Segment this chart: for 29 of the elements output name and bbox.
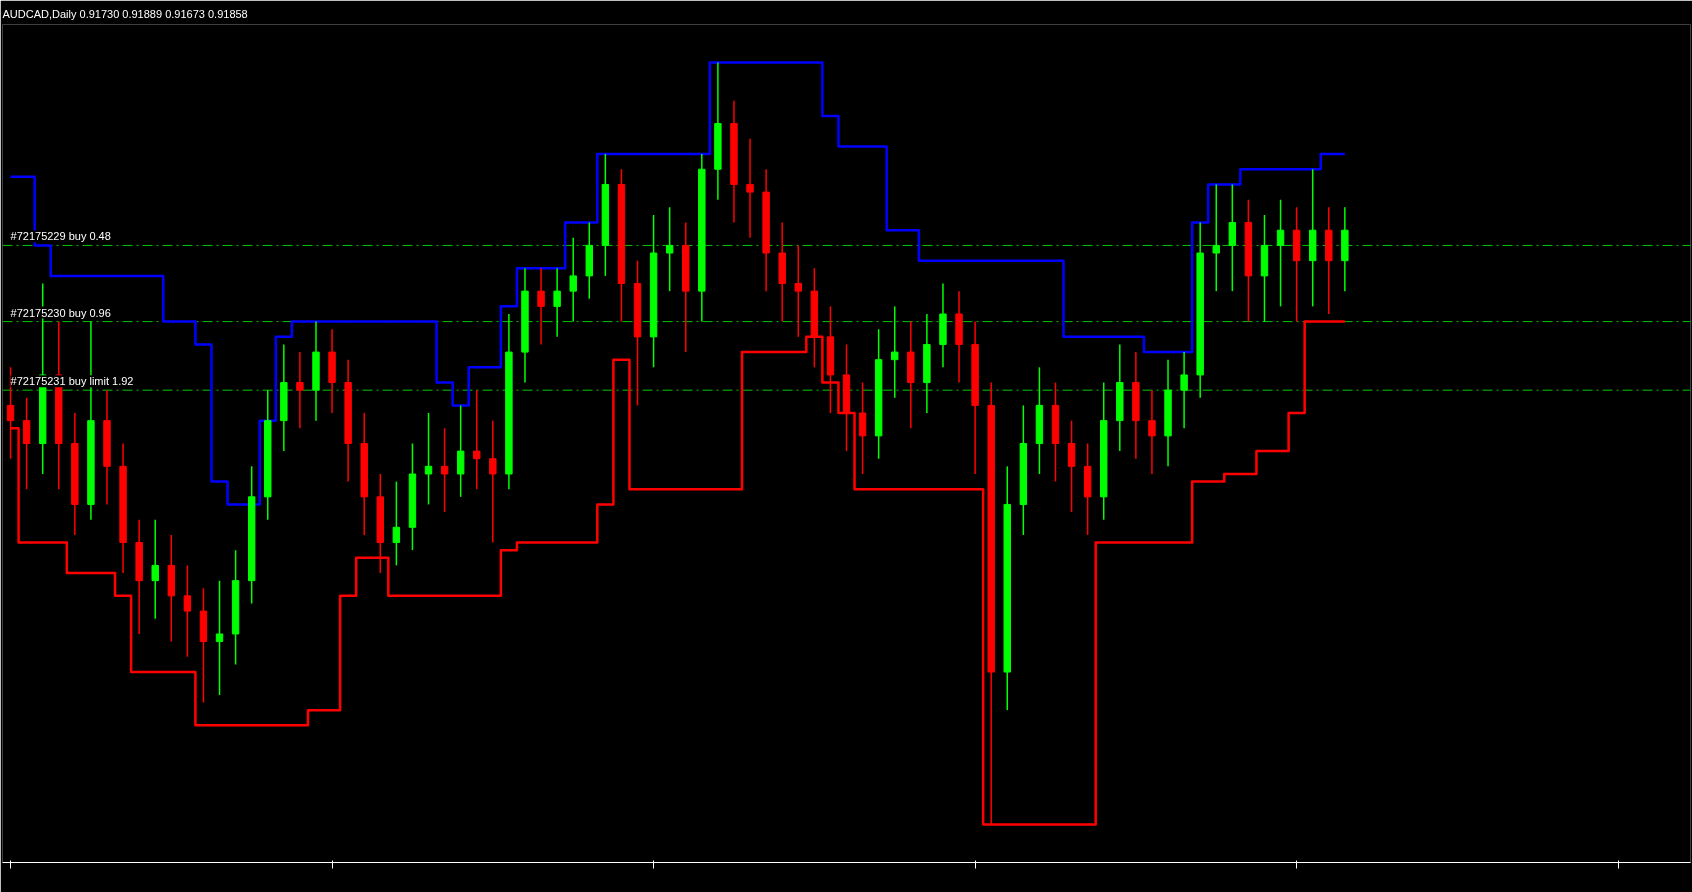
candlestick [22,397,31,490]
candlestick [215,579,224,696]
candlestick [1180,351,1188,430]
candlestick [537,267,545,346]
candlestick [794,244,802,338]
candlestick [858,381,867,475]
candlestick [1067,419,1076,513]
candlestick [440,427,449,513]
ref-line-label: #72175231 buy limit 1.92 [10,375,134,388]
candlestick [489,419,497,544]
candlestick [424,412,433,506]
candlestick [553,267,561,338]
candlestick [665,206,674,292]
candlestick [746,138,754,239]
candlestick [473,389,481,490]
candlestick [1276,198,1285,308]
candlestick [569,237,577,323]
candlestick [183,564,192,658]
chart-title: AUDCAD,Daily 0.91730 0.91889 0.91673 0.91858 [2,7,248,20]
candlestick [1228,183,1237,292]
ref-line-label: #72175230 buy 0.96 [10,306,111,319]
candlestick [1212,183,1220,292]
candlestick [151,518,159,620]
candlestick [296,351,304,430]
candlestick [392,480,401,567]
candlestick [1148,389,1156,475]
candlestick [456,404,465,498]
candlestick [891,305,899,399]
ref-line-label: #72175229 buy 0.48 [10,230,111,243]
